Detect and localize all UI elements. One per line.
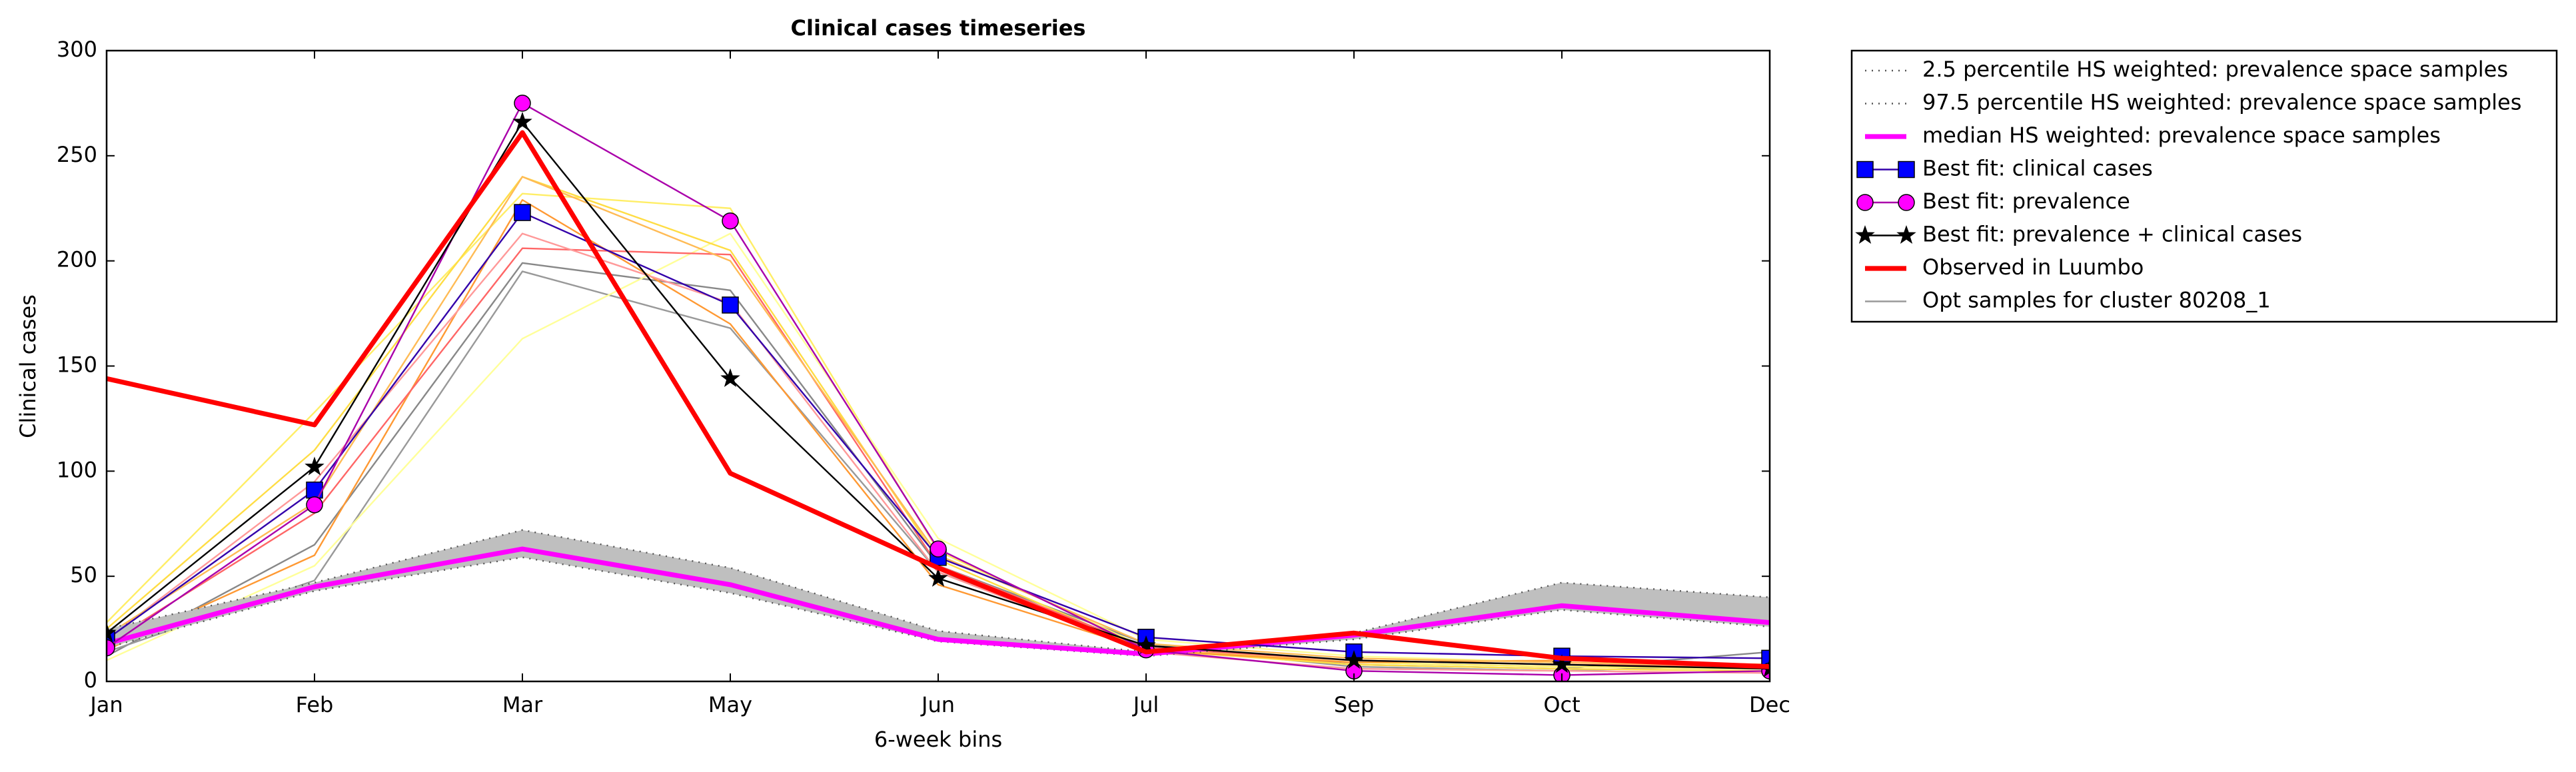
plot — [107, 95, 1770, 681]
legend-label: median HS weighted: prevalence space sam… — [1922, 123, 2441, 148]
series-line — [107, 211, 1770, 659]
marker — [1896, 224, 1916, 244]
legend-label: 2.5 percentile HS weighted: prevalence s… — [1922, 57, 2508, 82]
marker — [928, 568, 948, 587]
marker — [512, 111, 532, 131]
x-tick-label: Sep — [1334, 692, 1374, 717]
x-tick-label: Jun — [920, 692, 955, 717]
marker — [1855, 224, 1875, 244]
marker — [1761, 649, 1770, 667]
y-tick-label: 250 — [57, 142, 97, 167]
y-tick-label: 150 — [57, 352, 97, 378]
legend-label: Best fit: clinical cases — [1922, 156, 2153, 181]
x-axis-label: 6-week bins — [874, 727, 1002, 752]
legend-label: Best fit: prevalence + clinical cases — [1922, 222, 2302, 247]
marker — [1856, 161, 1874, 179]
marker — [720, 368, 740, 387]
marker — [514, 95, 531, 112]
x-tick-label: Jan — [89, 692, 123, 717]
marker — [1898, 194, 1915, 211]
series-line — [107, 130, 1770, 669]
legend-frame — [1850, 49, 2558, 323]
marker — [930, 540, 947, 558]
x-tick-label: Oct — [1543, 692, 1580, 717]
marker — [107, 622, 117, 641]
marker — [1344, 649, 1364, 669]
x-tick-label: Mar — [502, 692, 543, 717]
marker — [305, 456, 324, 476]
y-tick-label: 0 — [84, 667, 97, 693]
marker — [107, 639, 115, 657]
x-tick-label: Jul — [1132, 692, 1159, 717]
legend-label: 97.5 percentile HS weighted: prevalence … — [1922, 90, 2521, 115]
marker — [722, 296, 739, 314]
y-axis-label: Clinical cases — [15, 294, 41, 438]
marker — [1898, 161, 1915, 179]
y-tick-label: 200 — [57, 247, 97, 272]
percentile-band — [107, 530, 1770, 657]
marker — [1856, 194, 1874, 211]
legend-label: Best fit: prevalence — [1922, 189, 2130, 214]
y-tick-label: 300 — [57, 37, 97, 62]
marker — [722, 212, 739, 230]
series-line — [107, 546, 1770, 657]
y-tick-label: 100 — [57, 457, 97, 482]
legend: 2.5 percentile HS weighted: prevalence s… — [1850, 49, 2558, 323]
x-tick-label: May — [708, 692, 752, 717]
marker — [306, 496, 323, 514]
legend-label: Opt samples for cluster 80208_1 — [1922, 288, 2271, 313]
legend-label: Observed in Luumbo — [1922, 254, 2144, 280]
series-line — [107, 102, 1770, 676]
y-tick-label: 50 — [70, 562, 97, 587]
marker — [1552, 654, 1572, 673]
x-tick-label: Dec — [1749, 692, 1790, 717]
chart-title: Clinical cases timeseries — [791, 15, 1086, 41]
marker — [514, 204, 531, 221]
x-tick-label: Feb — [296, 692, 334, 717]
